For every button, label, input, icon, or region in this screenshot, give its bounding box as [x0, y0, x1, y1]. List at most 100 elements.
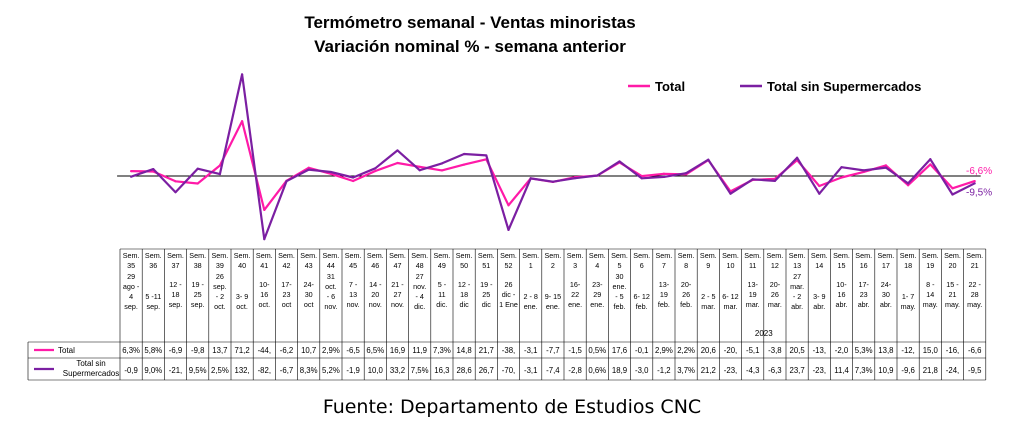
data-point: [307, 166, 310, 169]
data-label-total: 2,9%: [322, 346, 340, 355]
data-point: [374, 167, 377, 170]
week-label: Sem. 11: [744, 251, 761, 270]
data-label-sin-super: 132,: [235, 366, 250, 375]
data-point: [396, 161, 399, 165]
chart-title: Termómetro semanal - Ventas minoristas: [304, 13, 636, 32]
data-point: [929, 163, 932, 166]
data-point: [263, 238, 266, 241]
data-label-sin-super: 10,0: [368, 366, 384, 375]
data-point: [796, 156, 799, 159]
data-point: [596, 174, 599, 177]
data-label-total: 10,7: [301, 346, 316, 355]
data-label-sin-super: 7,3%: [855, 366, 873, 375]
data-point: [840, 166, 843, 169]
week-range-label: 3- 9 abr.: [813, 292, 825, 311]
legend-label-sin-super: Total sin Supermercados: [767, 79, 921, 94]
week-range-label: 8 -14 may.: [923, 280, 938, 309]
week-label: Sem. 44: [323, 251, 340, 270]
week-label: Sem. 13: [789, 251, 806, 270]
week-label: Sem. 46: [367, 251, 384, 270]
data-point: [396, 149, 399, 152]
end-label-total: -6,6%: [966, 166, 992, 177]
data-label-total: -3,1: [524, 346, 537, 355]
data-label-sin-super: 18,9: [612, 366, 627, 375]
week-range-label: 13-19 mar.: [746, 280, 760, 309]
end-label-sin-super: -9,5%: [966, 187, 992, 198]
week-range-label: 14 -20 nov.: [369, 280, 382, 309]
data-label-total: 5,3%: [855, 346, 873, 355]
week-range-label: 20-26 mar.: [768, 280, 782, 309]
data-label-sin-super: 7,5%: [411, 366, 429, 375]
week-label: Sem. 20: [944, 251, 961, 270]
data-point: [818, 184, 821, 188]
data-label-total: -9,8: [191, 346, 204, 355]
week-range-label: 5 -11 dic.: [436, 280, 447, 309]
data-label-sin-super: -70,: [502, 366, 515, 375]
data-label-total: 17,6: [612, 346, 627, 355]
data-label-sin-super: -82,: [258, 366, 271, 375]
data-point: [329, 170, 332, 174]
week-range-label: 15 -21 may.: [945, 280, 960, 309]
data-label-sin-super: 33,2: [390, 366, 405, 375]
data-label-total: -5,1: [746, 346, 759, 355]
week-range-label: 2 - 8 ene.: [524, 292, 538, 311]
data-point: [529, 177, 532, 180]
data-label-total: -6,6: [968, 346, 981, 355]
data-label-total: -12,: [901, 346, 914, 355]
data-point: [418, 169, 421, 172]
data-label-total: 13,7: [212, 346, 227, 355]
week-range-label: 12 -18 dic: [458, 280, 471, 309]
data-point: [174, 180, 177, 183]
data-label-total: 5,8%: [144, 346, 162, 355]
data-point: [729, 192, 732, 195]
data-label-sin-super: 16,3: [434, 366, 449, 375]
week-range-label: 7 -13 nov.: [347, 280, 360, 309]
week-label: Sem. 9: [700, 251, 717, 270]
week-label: Sem. 52: [500, 251, 517, 270]
data-label-total: -7,7: [546, 346, 559, 355]
row-label-total: Total: [58, 346, 75, 355]
week-range-label: 6- 12 mar.: [722, 292, 738, 311]
week-range-label: 23-29 ene.: [590, 280, 604, 309]
line-chart: -6,6% -9,5% Total Total sin Supermercados To…: [27, 73, 992, 381]
week-range-label: 16-22 ene.: [568, 280, 582, 309]
week-label: Sem. 19: [922, 251, 939, 270]
data-point: [196, 167, 199, 170]
data-label-sin-super: -4,3: [746, 366, 759, 375]
data-point: [130, 170, 133, 173]
week-label: Sem. 5: [611, 251, 628, 270]
week-range-label: 30 ene. - 5 feb.: [613, 272, 627, 311]
data-point: [440, 162, 443, 165]
data-point: [951, 187, 954, 190]
data-label-total: 11,9: [412, 346, 427, 355]
data-label-sin-super: -1,2: [657, 366, 670, 375]
week-label: Sem. 3: [567, 251, 584, 270]
data-point: [574, 177, 577, 180]
week-label: Sem. 50: [456, 251, 473, 270]
data-label-sin-super: 9,5%: [189, 366, 207, 375]
data-point: [418, 165, 421, 168]
data-point: [241, 120, 244, 123]
data-label-total: 71,2: [235, 346, 250, 355]
week-range-label: 1- 7 may.: [901, 292, 916, 311]
data-point: [218, 172, 221, 176]
data-label-total: 13,8: [878, 346, 893, 355]
data-point: [218, 164, 221, 167]
data-point: [751, 178, 754, 181]
data-label-total: -20,: [724, 346, 737, 355]
data-label-sin-super: -6,7: [280, 366, 293, 375]
week-range-label: 10-16 abr.: [836, 280, 848, 309]
data-point: [440, 169, 443, 172]
data-label-sin-super: 0,6%: [588, 366, 606, 375]
data-point: [551, 180, 555, 183]
data-label-total: 21,7: [479, 346, 494, 355]
week-range-label: 5 -11 sep.: [145, 292, 161, 311]
week-label: Sem. 45: [345, 251, 362, 270]
data-point: [174, 191, 177, 194]
week-label: Sem. 18: [900, 251, 917, 270]
data-point: [929, 158, 932, 161]
chart-source: Fuente: Departamento de Estudios CNC: [322, 396, 702, 418]
week-range-label: 13-19 feb.: [658, 280, 670, 309]
week-label: Sem. 17: [878, 251, 895, 270]
week-label: Sem. 12: [767, 251, 784, 270]
